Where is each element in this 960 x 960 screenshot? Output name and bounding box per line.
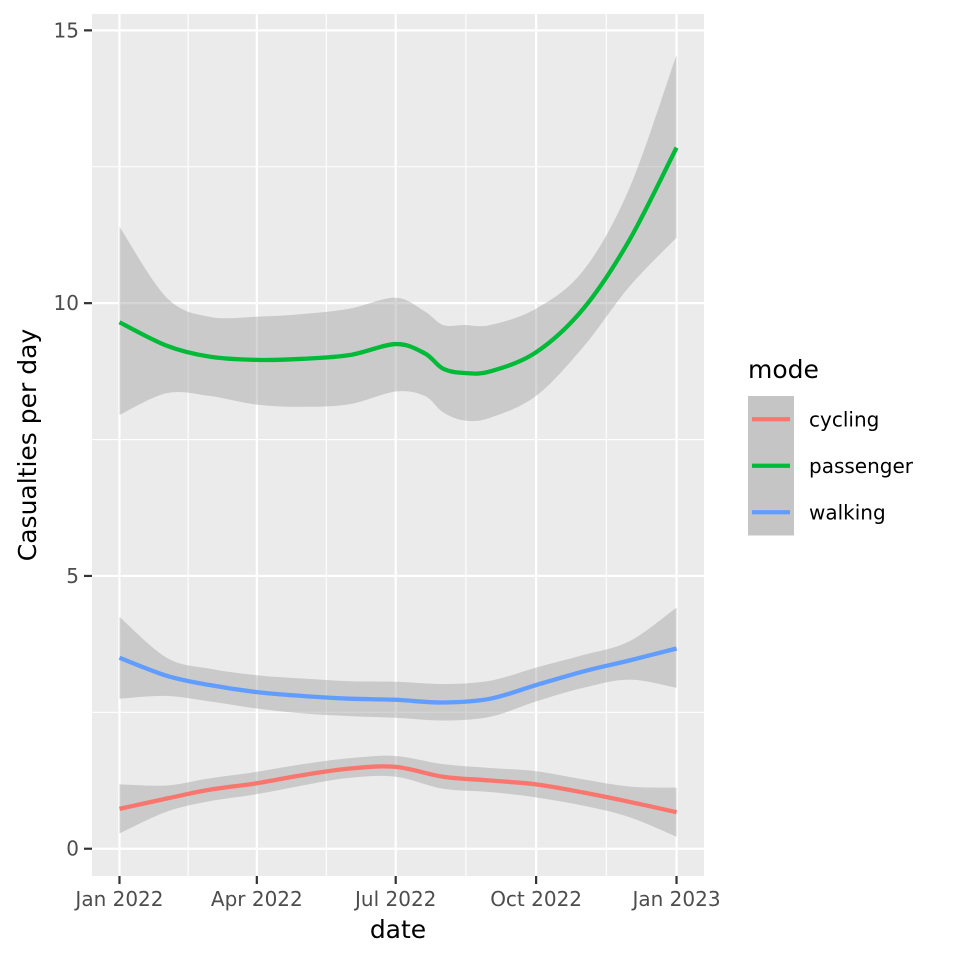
y-tick-label: 5 [66, 564, 79, 588]
x-tick-label: Apr 2022 [211, 887, 303, 911]
legend: mode cycling passenger walking [748, 355, 914, 536]
confidence-band-cycling [119, 755, 677, 837]
series-line-cycling [119, 764, 677, 815]
series-line-passenger [118, 146, 679, 376]
x-axis: Jan 2022 Apr 2022 Jul 2022 Oct 2022 Jan 2023 [73, 876, 721, 911]
y-tick-label: 10 [54, 291, 79, 315]
x-tick-label: Jan 2022 [73, 887, 163, 911]
legend-label-cycling: cycling [809, 408, 879, 432]
y-axis: 0 5 10 15 [54, 18, 92, 861]
x-tick-label: Jul 2022 [353, 887, 436, 911]
confidence-band-passenger [119, 54, 677, 422]
major-gridlines [92, 14, 704, 876]
series-lines [118, 146, 679, 815]
legend-keys: cycling passenger walking [748, 396, 914, 536]
y-tick-label: 15 [54, 18, 79, 42]
legend-label-walking: walking [809, 501, 886, 525]
x-axis-title: date [370, 915, 426, 944]
minor-gridlines [92, 14, 704, 876]
y-tick-label: 0 [66, 837, 79, 861]
x-tick-label: Jan 2023 [630, 887, 720, 911]
legend-title: mode [748, 355, 819, 384]
plot-panel [92, 14, 704, 876]
series-line-walking [118, 646, 678, 705]
legend-label-passenger: passenger [809, 454, 914, 478]
y-axis-title: Casualties per day [13, 329, 42, 562]
x-tick-label: Oct 2022 [490, 887, 582, 911]
